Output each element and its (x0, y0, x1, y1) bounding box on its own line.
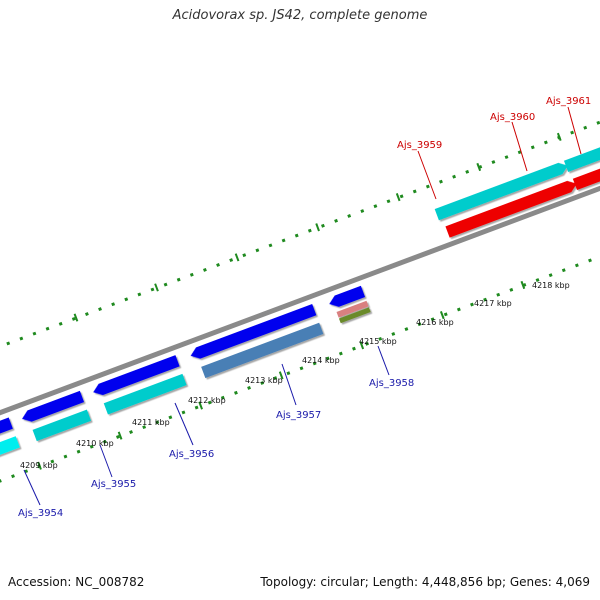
leader-line-3955 (99, 444, 113, 478)
scale-label-4209: 4209 kbp (20, 461, 58, 470)
gene-Ajs_3957-upper[interactable] (189, 303, 317, 361)
scale-label-4215: 4215 kbp (359, 337, 397, 346)
lower-tick-track (0, 258, 592, 483)
leader-line-3960 (511, 121, 528, 172)
scale-label-4214: 4214 kbp (302, 356, 340, 365)
forward-strand-genes (434, 139, 600, 238)
scale-label-4217: 4217 kbp (474, 299, 512, 308)
gene-Ajs_3960[interactable] (563, 139, 600, 172)
gene-label-Ajs_3955[interactable]: Ajs_3955 (91, 479, 136, 490)
reverse-strand-genes (0, 285, 371, 510)
cds-forward-3959[interactable] (445, 178, 578, 238)
gene-Ajs_3956-upper[interactable] (91, 355, 180, 398)
cds-Ajs_3957[interactable] (201, 322, 324, 379)
gene-label-Ajs_3956[interactable]: Ajs_3956 (169, 449, 214, 460)
leader-line-3961 (567, 106, 582, 155)
gene-label-Ajs_3960[interactable]: Ajs_3960 (490, 112, 535, 123)
cds-forward-3960[interactable] (572, 158, 600, 191)
cds-Ajs_3955[interactable] (32, 409, 92, 442)
cds-Ajs_3956[interactable] (103, 373, 187, 415)
topology-label: Topology: circular; Length: 4,448,856 bp… (260, 575, 590, 589)
leader-line-3958 (377, 345, 390, 376)
leader-line-3954 (23, 469, 41, 506)
scale-label-4211: 4211 kbp (132, 418, 170, 427)
gene-Ajs_3958-upper[interactable] (327, 285, 366, 310)
gene-label-Ajs_3961[interactable]: Ajs_3961 (546, 96, 591, 107)
cds-Ajs_3954[interactable] (0, 436, 20, 510)
gene-label-Ajs_3954[interactable]: Ajs_3954 (18, 508, 63, 519)
scale-label-4210: 4210 kbp (76, 439, 114, 448)
leader-line-3957 (281, 363, 297, 406)
leader-line-3956 (174, 402, 194, 446)
gene-Ajs_3955-upper[interactable] (20, 390, 85, 425)
genome-backbone (0, 123, 600, 478)
cds-Ajs_3958-a[interactable] (336, 300, 369, 318)
gene-label-Ajs_3958[interactable]: Ajs_3958 (369, 378, 414, 389)
upper-tick-track (6, 120, 600, 346)
cds-Ajs_3958-b[interactable] (338, 307, 371, 324)
genome-title: Acidovorax sp. JS42, complete genome (172, 8, 428, 23)
scale-label-4212: 4212 kbp (188, 396, 226, 405)
gene-label-Ajs_3957[interactable]: Ajs_3957 (276, 410, 321, 421)
gene-label-Ajs_3959[interactable]: Ajs_3959 (397, 140, 442, 151)
scale-label-4216: 4216 kbp (416, 318, 454, 327)
scale-label-4213: 4213 kbp (245, 376, 283, 385)
gene-Ajs_3959[interactable] (434, 160, 570, 221)
accession-label: Accession: NC_008782 (8, 575, 145, 589)
leader-line-3959 (417, 150, 437, 200)
scale-label-4218: 4218 kbp (532, 281, 570, 290)
